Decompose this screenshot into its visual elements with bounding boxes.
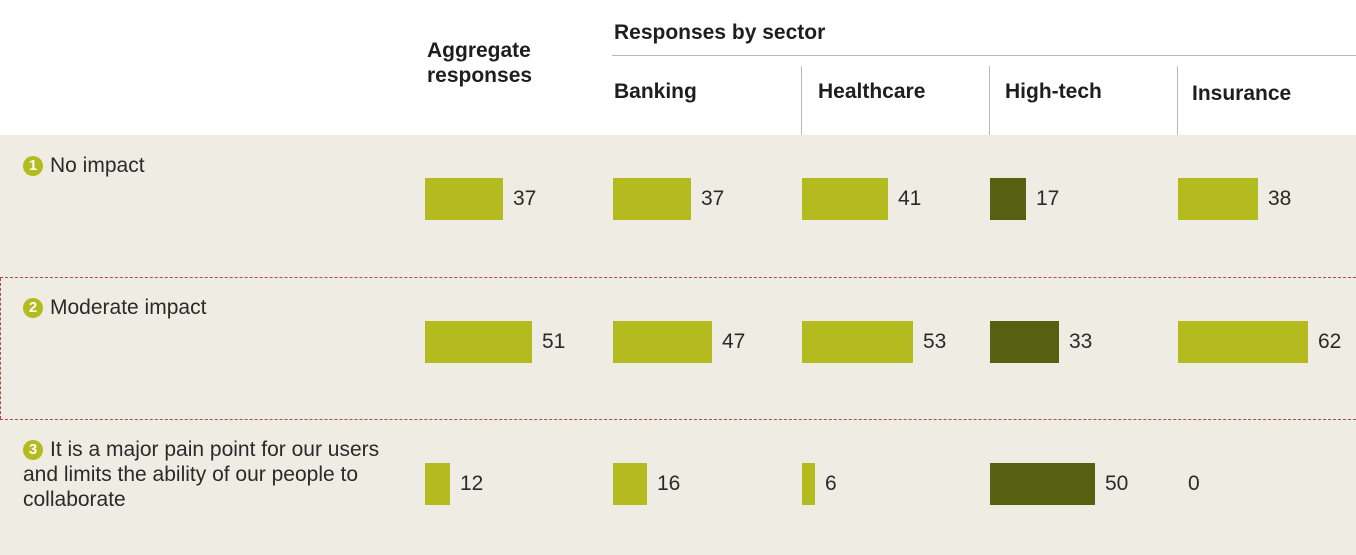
value-label-aggregate-responses-row-3: 12 <box>460 472 484 495</box>
bar-high-tech-row-2 <box>990 321 1059 363</box>
bar-banking-row-2 <box>613 321 712 363</box>
row-divider-side <box>0 278 1 419</box>
value-label-banking-row-3: 16 <box>657 472 681 495</box>
bar-high-tech-row-3 <box>990 463 1095 505</box>
value-label-high-tech-row-3: 50 <box>1105 472 1129 495</box>
value-label-aggregate-responses-row-2: 51 <box>542 330 566 353</box>
value-label-banking-row-1: 37 <box>701 187 725 210</box>
row-band-3 <box>0 420 1356 555</box>
row-divider <box>0 419 1356 420</box>
value-label-insurance-row-2: 62 <box>1318 330 1342 353</box>
sectors-title: Responses by sector <box>614 21 826 44</box>
value-label-aggregate-responses-row-1: 37 <box>513 187 537 210</box>
value-label-high-tech-row-2: 33 <box>1069 330 1093 353</box>
bar-healthcare-row-1 <box>802 178 888 220</box>
value-label-insurance-row-1: 38 <box>1268 187 1292 210</box>
aggregate-header: Aggregate responses <box>427 39 533 87</box>
row-label-moderate-impact: 2 Moderate impact <box>23 295 206 320</box>
value-label-healthcare-row-2: 53 <box>923 330 947 353</box>
sector-divider <box>989 66 990 135</box>
value-label-banking-row-2: 47 <box>722 330 746 353</box>
row-number-badge: 2 <box>23 298 43 318</box>
row-label-no-impact: 1 No impact <box>23 153 145 178</box>
row-label-major-pain-point: 3 It is a major pain point for our users … <box>23 438 380 511</box>
sectors-rule <box>612 55 1356 56</box>
sector-divider <box>1177 66 1178 135</box>
sector-header-banking: Banking <box>614 80 697 103</box>
value-label-healthcare-row-3: 6 <box>825 472 837 495</box>
bar-aggregate-responses-row-2 <box>425 321 532 363</box>
bar-insurance-row-2 <box>1178 321 1308 363</box>
bar-healthcare-row-2 <box>802 321 913 363</box>
bar-aggregate-responses-row-1 <box>425 178 503 220</box>
value-label-insurance-row-3: 0 <box>1188 472 1200 495</box>
value-label-high-tech-row-1: 17 <box>1036 187 1060 210</box>
bar-high-tech-row-1 <box>990 178 1026 220</box>
bar-banking-row-1 <box>613 178 691 220</box>
sector-header-healthcare: Healthcare <box>818 80 926 103</box>
bar-banking-row-3 <box>613 463 647 505</box>
bar-aggregate-responses-row-3 <box>425 463 450 505</box>
row-number-badge: 1 <box>23 156 43 176</box>
value-label-healthcare-row-1: 41 <box>898 187 922 210</box>
row-number-badge: 3 <box>23 440 43 460</box>
sector-header-insurance: Insurance <box>1192 82 1292 105</box>
bar-healthcare-row-3 <box>802 463 815 505</box>
sector-header-high-tech: High-tech <box>1005 80 1102 103</box>
sector-divider <box>801 66 802 135</box>
bar-insurance-row-1 <box>1178 178 1258 220</box>
row-divider <box>0 277 1356 278</box>
